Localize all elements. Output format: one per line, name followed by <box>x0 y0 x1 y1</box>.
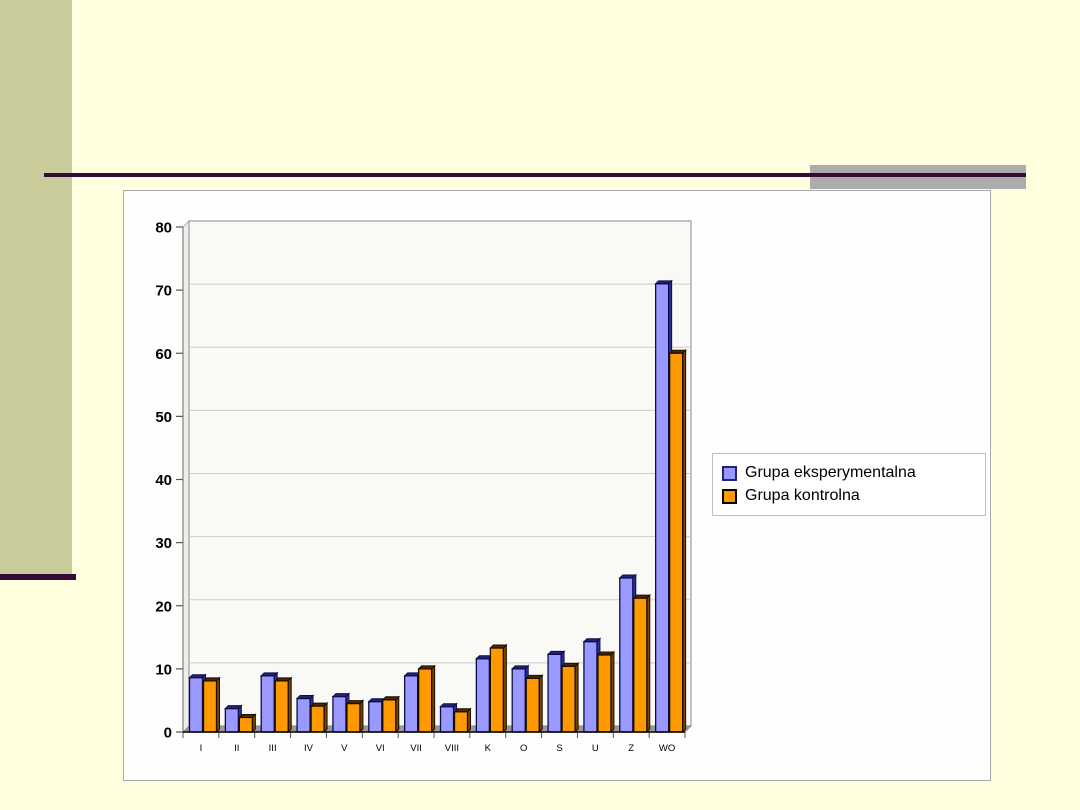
legend-marker-kontrolna-icon <box>722 488 737 504</box>
y-axis-label: 60 <box>155 346 172 363</box>
chart-object[interactable]: 0 10 20 30 40 50 60 70 80 I II III IV V VI VII VIII K O S U Z… <box>123 190 991 781</box>
x-axis-label: II <box>234 743 239 754</box>
bar-Grupa eksperymentalna-IV <box>296 697 311 733</box>
bar-Grupa kontrolna-Z <box>633 597 648 733</box>
bar-Grupa kontrolna-O <box>525 677 540 733</box>
bar-Grupa eksperymentalna-U <box>583 641 598 733</box>
bar-Grupa eksperymentalna-VI <box>368 701 383 733</box>
bar-Grupa kontrolna-S <box>561 665 576 733</box>
x-axis-label: S <box>556 743 562 754</box>
sidebar-accent-panel <box>0 0 72 574</box>
y-axis-label: 70 <box>155 283 172 300</box>
legend-label-kontrolna: Grupa kontrolna <box>745 487 860 504</box>
legend-marker-eksperymentalna-icon <box>722 465 737 481</box>
plot-left-wall <box>182 220 190 733</box>
bar-Grupa kontrolna-VII <box>417 668 433 733</box>
bar-Grupa eksperymentalna-VII <box>403 675 419 733</box>
bar-Grupa kontrolna-II <box>238 716 254 733</box>
bar-Grupa kontrolna-VIII <box>453 711 469 733</box>
y-axis-label: 40 <box>155 472 172 489</box>
bar-Grupa eksperymentalna-II <box>224 707 240 733</box>
x-axis-label: VI <box>376 743 385 754</box>
sidebar-underline-rule <box>0 574 76 580</box>
bar-Grupa eksperymentalna-Z <box>619 577 634 733</box>
legend-item-eksperymentalna: Grupa eksperymentalna <box>722 464 985 482</box>
x-axis-label: K <box>485 743 492 754</box>
bar-Grupa eksperymentalna-WO <box>654 283 670 733</box>
header-gray-bar <box>810 165 1026 189</box>
y-axis-label: 0 <box>164 725 172 742</box>
bar-Grupa eksperymentalna-S <box>547 653 562 733</box>
bar-Grupa kontrolna-VI <box>382 699 397 733</box>
bar-Grupa kontrolna-V <box>346 702 361 733</box>
bar-Grupa eksperymentalna-V <box>332 695 347 733</box>
x-axis-label: I <box>200 743 203 754</box>
bar-Grupa eksperymentalna-K <box>475 658 491 733</box>
bar-Grupa kontrolna-WO <box>668 352 684 733</box>
y-axis-label: 20 <box>155 598 172 615</box>
y-axis-label: 80 <box>155 220 172 237</box>
x-axis-label: O <box>520 743 527 754</box>
x-axis-label: VIII <box>445 743 459 754</box>
legend-item-kontrolna: Grupa kontrolna <box>722 487 985 505</box>
x-axis-label: IV <box>304 743 314 754</box>
plot-floor <box>182 725 692 733</box>
y-axis-label: 10 <box>155 661 172 678</box>
x-axis-label: V <box>341 743 348 754</box>
header-rule-line <box>44 173 1026 177</box>
x-axis-label: U <box>592 743 599 754</box>
bar-Grupa eksperymentalna-III <box>260 675 275 733</box>
x-axis-label: VII <box>410 743 422 754</box>
x-axis-label: III <box>269 743 277 754</box>
bar-Grupa eksperymentalna-VIII <box>439 706 455 733</box>
bar-Grupa kontrolna-IV <box>310 705 325 733</box>
bar-Grupa kontrolna-U <box>597 654 612 733</box>
bar-Grupa eksperymentalna-O <box>511 668 526 733</box>
chart-legend[interactable]: Grupa eksperymentalna Grupa kontrolna <box>712 453 986 516</box>
legend-label-eksperymentalna: Grupa eksperymentalna <box>745 464 916 481</box>
bar-Grupa kontrolna-K <box>489 647 505 733</box>
y-axis-label: 50 <box>155 409 172 426</box>
bar-Grupa kontrolna-I <box>202 680 218 733</box>
x-axis-label: Z <box>628 743 634 754</box>
bar-Grupa eksperymentalna-I <box>188 677 204 733</box>
y-axis-label: 30 <box>155 535 172 552</box>
x-axis-label: WO <box>659 743 675 754</box>
bar-Grupa kontrolna-III <box>274 680 289 733</box>
